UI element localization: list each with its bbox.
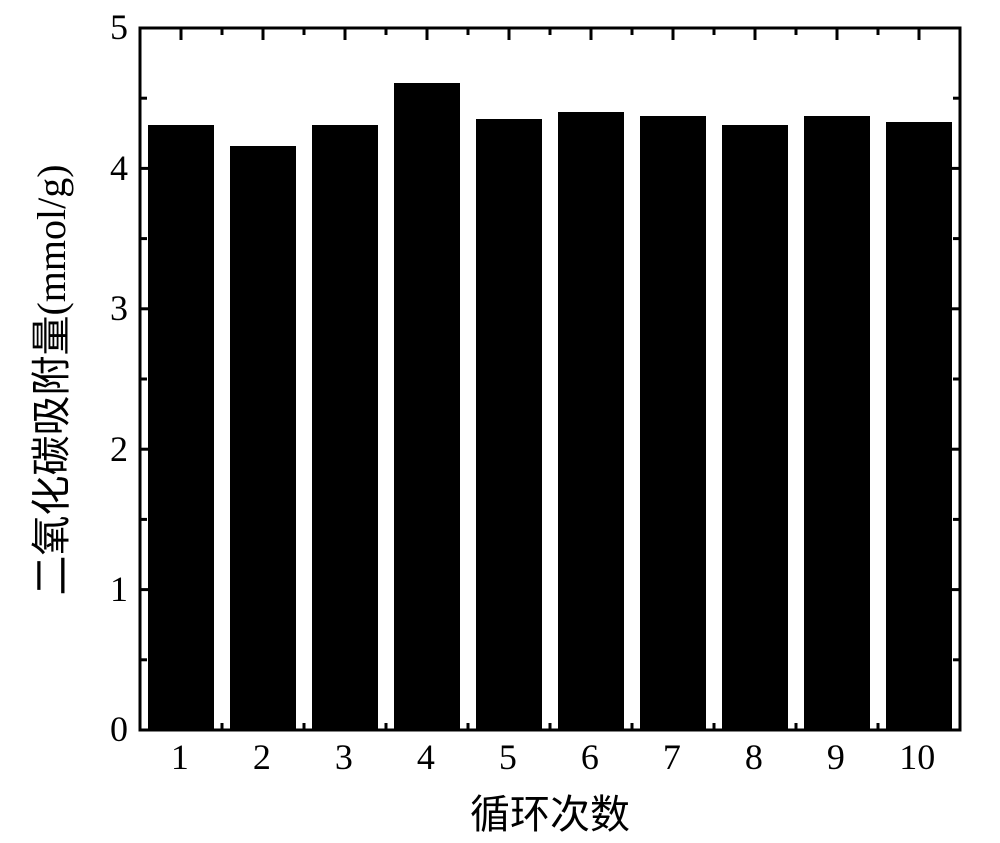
y-tick-label: 3 <box>110 287 128 329</box>
x-tick-label: 6 <box>581 736 599 778</box>
chart-frame <box>0 0 1000 843</box>
y-tick-label: 1 <box>110 568 128 610</box>
x-tick-label: 3 <box>335 736 353 778</box>
x-tick-label: 1 <box>171 736 189 778</box>
y-tick-label: 5 <box>110 6 128 48</box>
x-tick-label: 4 <box>417 736 435 778</box>
x-tick-label: 8 <box>745 736 763 778</box>
y-axis-title: 二氧化碳吸附量(mmol/g) <box>19 29 77 731</box>
x-axis-title: 循环次数 <box>140 782 960 840</box>
y-tick-label: 0 <box>110 708 128 750</box>
x-tick-label: 9 <box>827 736 845 778</box>
x-tick-label: 7 <box>663 736 681 778</box>
bar-chart: 二氧化碳吸附量(mmol/g) 循环次数 0 1 2 3 4 5 1 2 3 4 5 6 7 8 9 10 <box>0 0 1000 843</box>
x-tick-label: 2 <box>253 736 271 778</box>
y-tick-label: 4 <box>110 147 128 189</box>
y-tick-label: 2 <box>110 428 128 470</box>
x-tick-label: 10 <box>899 736 935 778</box>
x-tick-label: 5 <box>499 736 517 778</box>
